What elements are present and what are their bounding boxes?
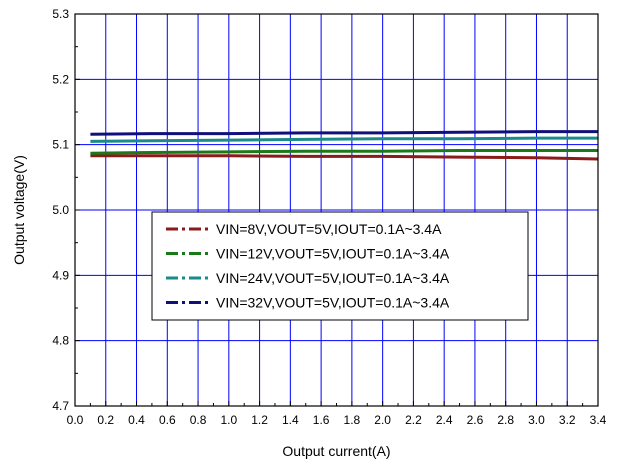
x-tick-label: 0.4 bbox=[128, 413, 145, 427]
series-layer bbox=[90, 130, 599, 161]
legend-label-1: VIN=8V,VOUT=5V,IOUT=0.1A~3.4A bbox=[216, 221, 442, 237]
tick-labels: 0.0 0.2 0.4 0.6 0.8 1.0 1.2 1.4 1.6 1.8 2.0 2.2 2.4 2… bbox=[52, 7, 606, 427]
y-tick-label: 5.1 bbox=[52, 138, 69, 152]
x-tick-label: 1.6 bbox=[313, 413, 330, 427]
x-tick-label: 0.2 bbox=[97, 413, 114, 427]
x-tick-label: 1.0 bbox=[220, 413, 237, 427]
series-line-2 bbox=[90, 149, 598, 155]
x-axis-title: Output current(A) bbox=[282, 443, 390, 459]
series-line-1 bbox=[90, 154, 599, 161]
legend: VIN=8V,VOUT=5V,IOUT=0.1A~3.4A VIN=12V,VOU… bbox=[151, 211, 529, 321]
x-tick-label: 1.8 bbox=[344, 413, 361, 427]
x-tick-label: 3.0 bbox=[528, 413, 545, 427]
x-tick-label: 0.8 bbox=[190, 413, 207, 427]
x-tick-label: 2.2 bbox=[405, 413, 422, 427]
axis-ticks bbox=[74, 13, 599, 407]
x-tick-label: 2.6 bbox=[467, 413, 484, 427]
legend-label-2: VIN=12V,VOUT=5V,IOUT=0.1A~3.4A bbox=[216, 246, 450, 262]
y-tick-label: 5.2 bbox=[52, 72, 69, 86]
legend-label-3: VIN=24V,VOUT=5V,IOUT=0.1A~3.4A bbox=[216, 270, 450, 286]
x-tick-label: 3.4 bbox=[590, 413, 607, 427]
x-tick-label: 2.4 bbox=[436, 413, 453, 427]
series-line-3 bbox=[90, 136, 598, 143]
y-tick-label: 4.9 bbox=[52, 268, 69, 282]
grid bbox=[75, 14, 598, 406]
x-tick-label: 2.8 bbox=[497, 413, 514, 427]
y-tick-label: 5.0 bbox=[52, 203, 69, 217]
y-tick-label: 4.8 bbox=[52, 334, 69, 348]
x-tick-label: 1.2 bbox=[251, 413, 268, 427]
x-tick-label: 1.4 bbox=[282, 413, 299, 427]
series-line-4 bbox=[90, 130, 598, 136]
legend-label-4: VIN=32V,VOUT=5V,IOUT=0.1A~3.4A bbox=[216, 295, 450, 311]
x-tick-label: 0.6 bbox=[159, 413, 176, 427]
y-tick-label: 5.3 bbox=[52, 7, 69, 21]
y-axis-title: Output voltage(V) bbox=[11, 155, 27, 265]
x-tick-label: 2.0 bbox=[374, 413, 391, 427]
legend-box bbox=[151, 211, 529, 321]
x-tick-label: 3.2 bbox=[559, 413, 576, 427]
y-tick-label: 4.7 bbox=[52, 399, 69, 413]
x-tick-label: 0.0 bbox=[67, 413, 84, 427]
